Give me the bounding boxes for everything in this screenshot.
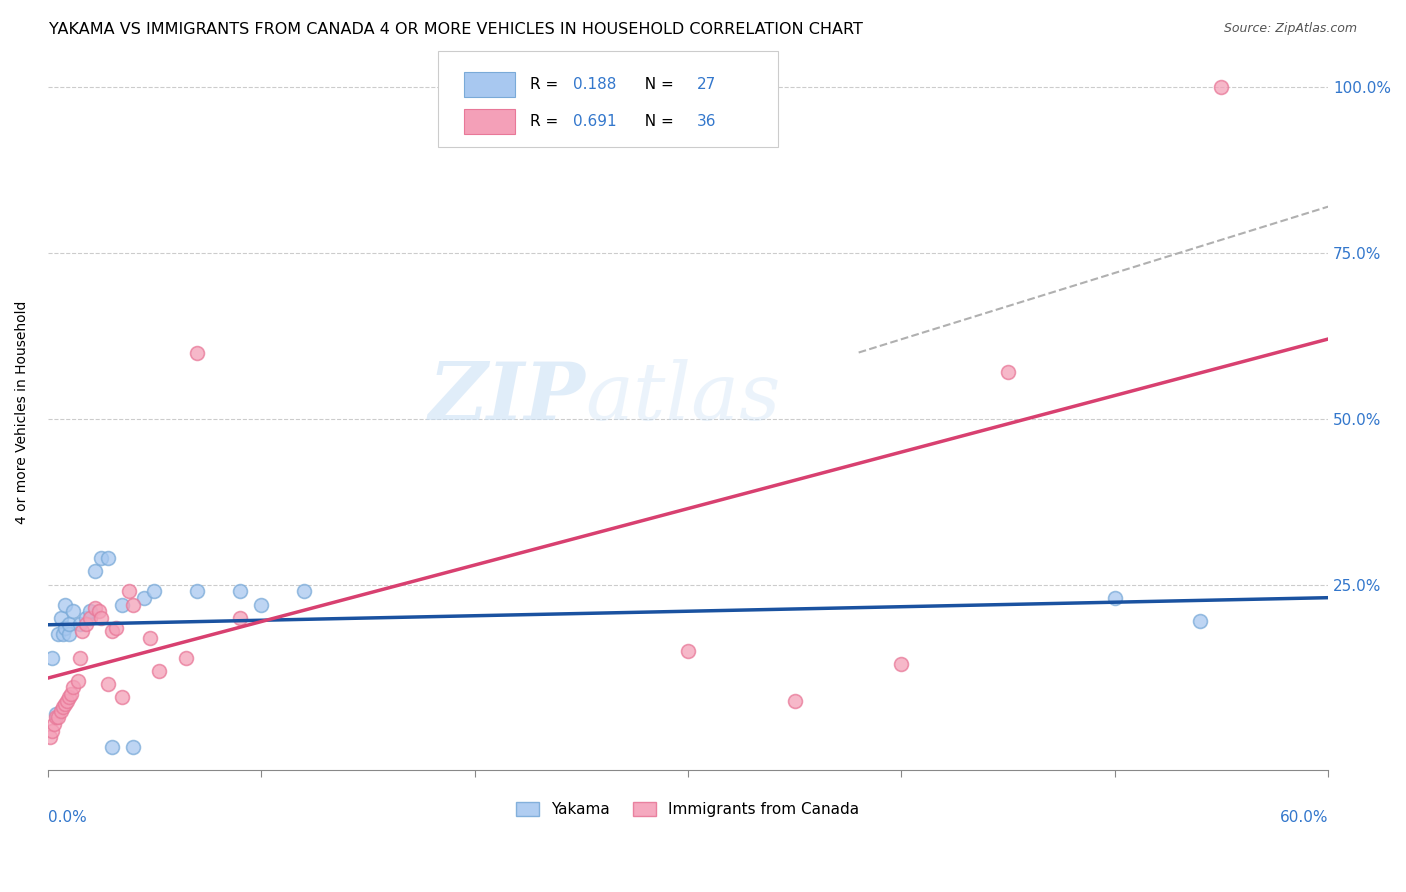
Point	[111, 690, 134, 705]
Point	[250, 598, 273, 612]
Point	[62, 604, 84, 618]
Text: 0.188: 0.188	[572, 77, 616, 92]
Point	[79, 604, 101, 618]
Point	[111, 598, 134, 612]
Point	[48, 710, 70, 724]
Y-axis label: 4 or more Vehicles in Household: 4 or more Vehicles in Household	[15, 301, 30, 524]
Point	[41, 650, 63, 665]
Point	[176, 650, 198, 665]
Point	[66, 673, 89, 688]
Point	[122, 740, 145, 755]
Text: R =: R =	[530, 77, 564, 92]
Point	[69, 617, 91, 632]
Point	[100, 624, 122, 638]
Legend: Yakama, Immigrants from Canada: Yakama, Immigrants from Canada	[510, 797, 866, 823]
Point	[997, 366, 1019, 380]
FancyBboxPatch shape	[464, 110, 515, 135]
Point	[122, 598, 145, 612]
FancyBboxPatch shape	[439, 51, 778, 147]
Point	[96, 551, 118, 566]
Point	[118, 584, 141, 599]
FancyBboxPatch shape	[464, 71, 515, 96]
Point	[100, 740, 122, 755]
Point	[229, 611, 252, 625]
Point	[292, 584, 315, 599]
Text: R =: R =	[530, 114, 564, 129]
Point	[45, 710, 67, 724]
Point	[49, 704, 72, 718]
Text: 27: 27	[697, 77, 716, 92]
Text: atlas: atlas	[585, 359, 780, 437]
Point	[676, 644, 699, 658]
Point	[96, 677, 118, 691]
Point	[83, 600, 105, 615]
Point	[58, 627, 80, 641]
Point	[49, 611, 72, 625]
Point	[44, 717, 66, 731]
Point	[186, 584, 208, 599]
Point	[1189, 614, 1212, 628]
Point	[90, 551, 112, 566]
Point	[58, 690, 80, 705]
Text: YAKAMA VS IMMIGRANTS FROM CANADA 4 OR MORE VEHICLES IN HOUSEHOLD CORRELATION CHA: YAKAMA VS IMMIGRANTS FROM CANADA 4 OR MO…	[49, 22, 863, 37]
Point	[53, 697, 76, 711]
Point	[139, 631, 162, 645]
Point	[143, 584, 166, 599]
Point	[105, 621, 128, 635]
Point	[87, 604, 110, 618]
Point	[38, 730, 60, 744]
Text: 36: 36	[697, 114, 717, 129]
Point	[62, 681, 84, 695]
Point	[60, 687, 83, 701]
Point	[1211, 80, 1233, 95]
Text: ZIP: ZIP	[429, 359, 585, 437]
Point	[783, 694, 806, 708]
Point	[53, 598, 76, 612]
Point	[132, 591, 155, 605]
Point	[52, 627, 75, 641]
Point	[890, 657, 912, 672]
Text: N =: N =	[636, 77, 679, 92]
Point	[69, 650, 91, 665]
Point	[56, 694, 79, 708]
Point	[58, 617, 80, 632]
Text: 0.0%: 0.0%	[48, 810, 87, 825]
Point	[75, 611, 97, 625]
Point	[45, 706, 67, 721]
Text: Source: ZipAtlas.com: Source: ZipAtlas.com	[1223, 22, 1357, 36]
Point	[148, 664, 170, 678]
Point	[53, 621, 76, 635]
Point	[229, 584, 252, 599]
Point	[79, 611, 101, 625]
Text: 0.691: 0.691	[572, 114, 616, 129]
Text: N =: N =	[636, 114, 679, 129]
Point	[48, 627, 70, 641]
Point	[1104, 591, 1126, 605]
Point	[186, 345, 208, 359]
Point	[41, 723, 63, 738]
Point	[75, 617, 97, 632]
Point	[52, 700, 75, 714]
Text: 60.0%: 60.0%	[1279, 810, 1329, 825]
Point	[90, 611, 112, 625]
Point	[83, 565, 105, 579]
Point	[70, 624, 93, 638]
